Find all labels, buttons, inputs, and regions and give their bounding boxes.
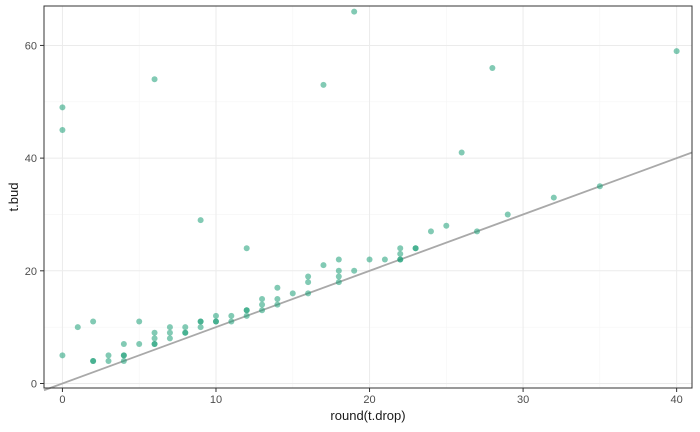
data-point (335, 279, 342, 286)
data-point (59, 352, 66, 359)
reference-line (43, 151, 693, 392)
x-tick-label: 20 (363, 394, 375, 406)
y-tick-label: 0 (31, 378, 37, 390)
data-point (504, 211, 511, 218)
reference-line-group (43, 151, 693, 392)
minor-grid (44, 6, 692, 388)
data-point (105, 357, 112, 364)
data-point (136, 318, 143, 325)
plot-panel (44, 6, 692, 388)
data-point (120, 341, 127, 348)
x-axis-ticks: 0 10 20 30 40 (59, 388, 683, 406)
data-point (243, 312, 250, 319)
data-point (474, 228, 481, 235)
data-point (335, 273, 342, 280)
data-point (596, 183, 603, 190)
data-point (182, 324, 189, 331)
data-point (305, 273, 312, 280)
y-axis-ticks: 0 20 40 60 (25, 40, 44, 390)
data-point (120, 357, 127, 364)
data-point (550, 194, 557, 201)
data-point (397, 245, 404, 252)
data-point (228, 318, 235, 325)
x-tick-label: 30 (517, 394, 529, 406)
x-tick-label: 10 (210, 394, 222, 406)
data-point (274, 295, 281, 302)
data-point (320, 262, 327, 269)
data-point (74, 324, 81, 331)
panel-border (43, 5, 693, 389)
x-axis-title: round(t.drop) (330, 408, 405, 423)
y-tick-label: 20 (25, 266, 37, 278)
x-tick-label: 0 (59, 394, 65, 406)
data-point (320, 81, 327, 88)
data-point (212, 312, 219, 319)
data-point (197, 324, 204, 331)
x-tick-label: 40 (671, 394, 683, 406)
data-point (120, 352, 127, 359)
data-point (59, 126, 66, 133)
data-point (443, 222, 450, 229)
data-point (366, 256, 373, 263)
data-point (151, 341, 158, 348)
data-point (243, 307, 250, 314)
data-point (151, 329, 158, 336)
data-point (673, 48, 680, 55)
data-point (182, 329, 189, 336)
y-axis-title: t.bud (6, 183, 21, 212)
data-point (243, 245, 250, 252)
data-point (136, 341, 143, 348)
data-point (90, 318, 97, 325)
data-point (381, 256, 388, 263)
data-point (166, 329, 173, 336)
data-point (274, 284, 281, 291)
data-point (151, 335, 158, 342)
data-point (427, 228, 434, 235)
data-point (166, 324, 173, 331)
data-point (197, 318, 204, 325)
data-point (458, 149, 465, 156)
data-point (289, 290, 296, 297)
data-point (59, 104, 66, 111)
data-point (212, 318, 219, 325)
data-point (397, 256, 404, 263)
data-points (59, 8, 680, 364)
y-tick-label: 40 (25, 153, 37, 165)
data-point (197, 217, 204, 224)
data-point (305, 290, 312, 297)
data-point (412, 245, 419, 252)
data-point (397, 250, 404, 257)
data-point (335, 256, 342, 263)
data-point (105, 352, 112, 359)
data-point (351, 8, 358, 15)
data-point (166, 335, 173, 342)
data-point (351, 267, 358, 274)
data-point (259, 301, 266, 308)
y-tick-label: 60 (25, 40, 37, 52)
data-point (335, 267, 342, 274)
data-point (489, 64, 496, 71)
data-point (259, 307, 266, 314)
data-point (228, 312, 235, 319)
data-point (274, 301, 281, 308)
data-point (151, 76, 158, 83)
data-point (259, 295, 266, 302)
data-point (305, 279, 312, 286)
data-point (90, 357, 97, 364)
